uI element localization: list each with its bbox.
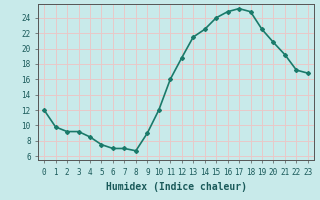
X-axis label: Humidex (Indice chaleur): Humidex (Indice chaleur) (106, 182, 246, 192)
